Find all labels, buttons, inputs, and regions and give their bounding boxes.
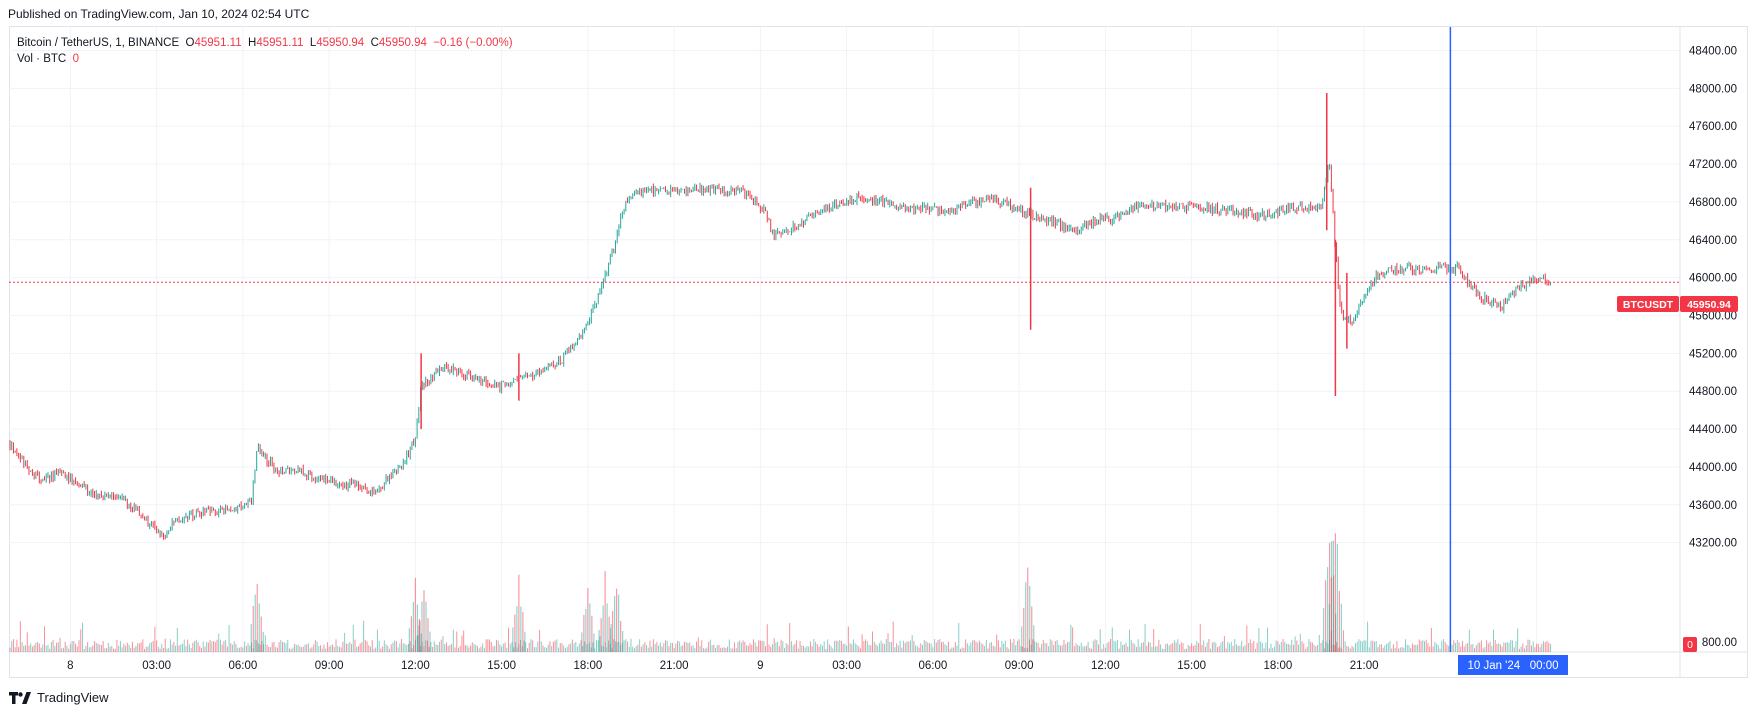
chart-frame[interactable] — [9, 26, 1748, 678]
change-value: −0.16 (−0.00%) — [433, 37, 513, 49]
volume-label: Vol · BTC — [17, 53, 67, 65]
last-price-badge — [1680, 296, 1738, 312]
grid-lines — [9, 27, 1747, 677]
time-tick-label: 9 — [757, 660, 763, 672]
candles — [9, 93, 1551, 540]
time-tick-label: 09:00 — [315, 660, 344, 672]
symbol-title: Bitcoin / TetherUS, 1, BINANCE — [17, 37, 180, 49]
time-tick-label: 18:00 — [573, 660, 602, 672]
time-tick-label: 06:00 — [228, 660, 257, 672]
open-label: O — [185, 37, 195, 49]
volume-bars — [9, 533, 1551, 652]
price-tick-label: 44400.00 — [1689, 424, 1737, 436]
time-tick-label: 21:00 — [660, 660, 689, 672]
price-tag: BTCUSDT 45950.94 — [1617, 296, 1738, 312]
low-label: L — [309, 37, 317, 49]
volume-scale-label: 800.00 — [1702, 637, 1737, 649]
last-price-badge-label: 45950.94 — [1687, 299, 1731, 311]
close-label: C — [370, 37, 379, 49]
price-tick-label: 45600.00 — [1689, 311, 1737, 323]
time-tick-label: 03:00 — [832, 660, 861, 672]
price-tick-label: 43200.00 — [1689, 538, 1737, 550]
time-tick-label: 15:00 — [487, 660, 516, 672]
ohlc-row: Bitcoin / TetherUS, 1, BINANCE O45951.11… — [17, 35, 513, 51]
chart-legend: Bitcoin / TetherUS, 1, BINANCE O45951.11… — [17, 35, 513, 67]
ticker-badge-label: BTCUSDT — [1623, 299, 1674, 311]
open-value: 45951.11 — [194, 37, 242, 49]
low-value: 45950.94 — [316, 37, 365, 49]
time-tick-label: 8 — [67, 660, 73, 672]
time-tick-label: 06:00 — [918, 660, 947, 672]
time-tick-label: 12:00 — [401, 660, 430, 672]
price-tick-label: 46000.00 — [1689, 273, 1737, 285]
price-tick-label: 47600.00 — [1689, 121, 1737, 133]
crosshair-time-badge — [1458, 655, 1568, 675]
time-tick-label: 15:00 — [1177, 660, 1206, 672]
close-value: 45950.94 — [378, 37, 427, 49]
price-tick-label: 46800.00 — [1689, 197, 1737, 209]
price-tick-label: 48000.00 — [1689, 83, 1737, 95]
high-value: 45951.11 — [256, 37, 304, 49]
price-axis: 43200.00 43600.00 44000.00 44400.00 44800.00… — [1689, 45, 1737, 649]
time-tick-label: 09:00 — [1005, 660, 1034, 672]
high-label: H — [248, 37, 257, 49]
time-tick-label: 21:00 — [1350, 660, 1379, 672]
ticker-badge — [1617, 296, 1679, 312]
crosshair-time-tag: 10 Jan '24 00:00 — [1458, 655, 1568, 675]
volume-tag: 0 — [1683, 637, 1697, 652]
price-tick-label: 48400.00 — [1689, 45, 1737, 57]
tradingview-logo[interactable]: TradingView — [9, 690, 109, 705]
tradingview-brand: TradingView — [37, 690, 109, 705]
price-tick-label: 44800.00 — [1689, 386, 1737, 398]
tradingview-logo-icon — [9, 691, 31, 704]
volume-badge — [1683, 637, 1697, 652]
time-tick-label: 18:00 — [1263, 660, 1292, 672]
time-tick-label: 03:00 — [142, 660, 171, 672]
price-tick-label: 43600.00 — [1689, 500, 1737, 512]
price-tick-label: 47200.00 — [1689, 159, 1737, 171]
volume-row: Vol · BTC 0 — [17, 51, 513, 67]
time-tick-label: 12:00 — [1091, 660, 1120, 672]
price-tick-label: 44000.00 — [1689, 462, 1737, 474]
crosshair-time-label: 10 Jan '24 00:00 — [1467, 660, 1558, 672]
time-axis: 8 03:00 06:00 09:00 12:00 15:00 18:00 21:00 9 03:… — [67, 660, 1551, 672]
price-tick-label: 45200.00 — [1689, 348, 1737, 360]
price-tick-label: 46400.00 — [1689, 235, 1737, 247]
volume-value: 0 — [72, 53, 80, 65]
published-text: Published on TradingView.com, Jan 10, 20… — [8, 7, 310, 21]
volume-badge-label: 0 — [1687, 639, 1693, 651]
